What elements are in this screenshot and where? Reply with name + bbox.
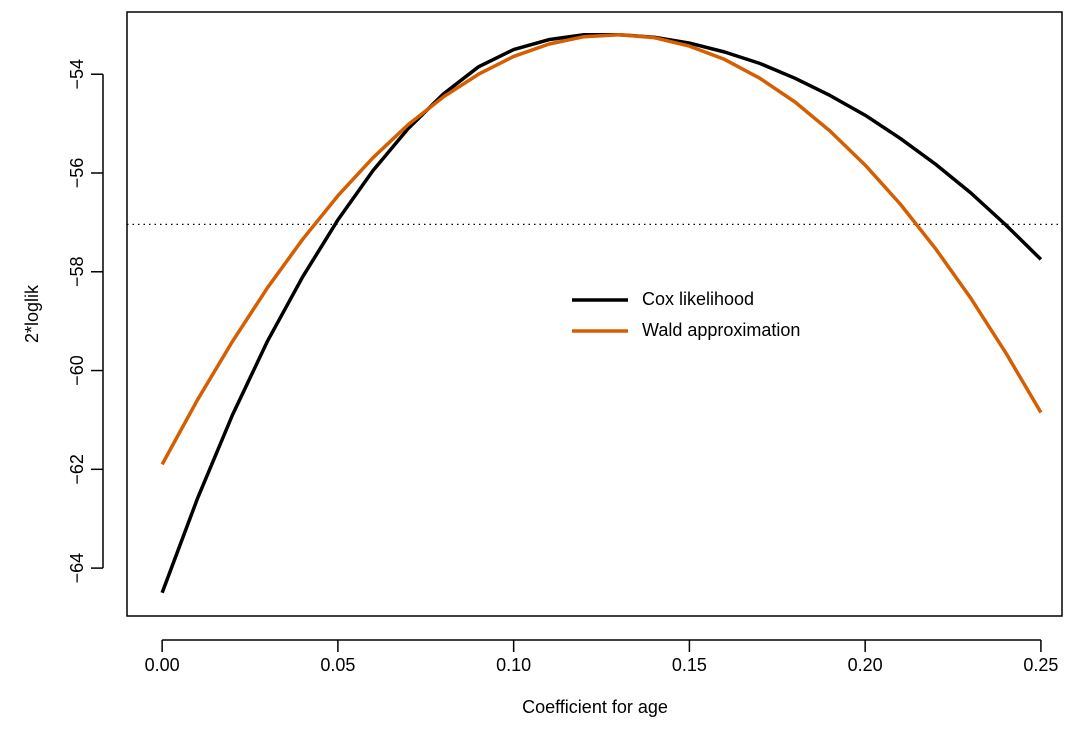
y-tick-label: −58 bbox=[67, 257, 87, 288]
y-tick-label: −60 bbox=[67, 355, 87, 386]
x-tick-label: 0.10 bbox=[496, 655, 531, 675]
legend-label: Cox likelihood bbox=[642, 289, 754, 309]
series-line bbox=[160, 32, 1043, 466]
x-axis-label: Coefficient for age bbox=[522, 697, 668, 717]
series-line bbox=[160, 32, 1043, 594]
y-tick-label: −64 bbox=[67, 553, 87, 584]
x-tick-label: 0.25 bbox=[1023, 655, 1058, 675]
x-tick-label: 0.20 bbox=[848, 655, 883, 675]
y-axis-label: 2*loglik bbox=[22, 284, 42, 343]
x-tick-label: 0.15 bbox=[672, 655, 707, 675]
plot-box bbox=[126, 11, 1063, 617]
y-tick-label: −62 bbox=[67, 454, 87, 485]
x-tick-label: 0.05 bbox=[320, 655, 355, 675]
legend-label: Wald approximation bbox=[642, 320, 800, 340]
x-tick-label: 0.00 bbox=[145, 655, 180, 675]
y-tick-label: −54 bbox=[67, 59, 87, 90]
y-tick-label: −56 bbox=[67, 158, 87, 189]
